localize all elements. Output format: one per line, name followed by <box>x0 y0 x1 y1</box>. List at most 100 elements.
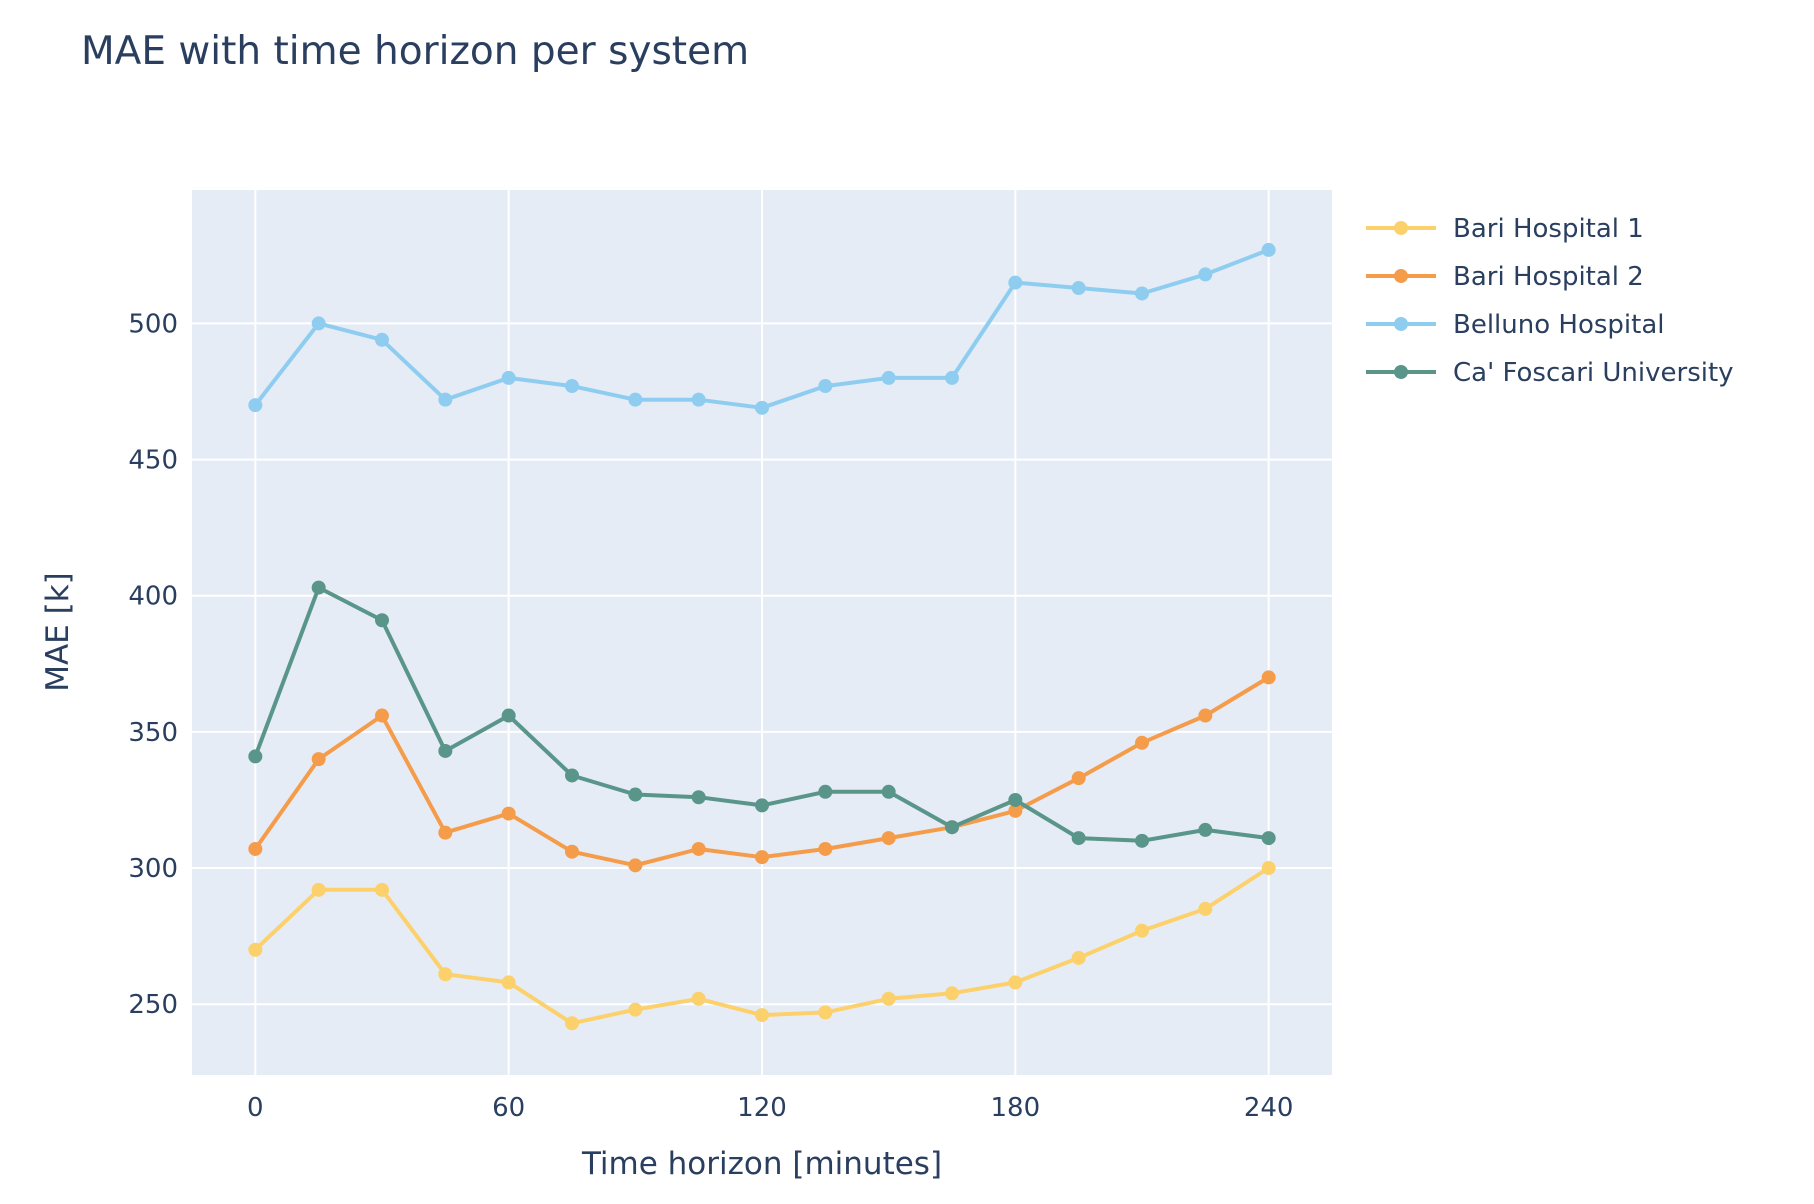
legend-label: Belluno Hospital <box>1453 310 1665 340</box>
data-point <box>881 370 896 385</box>
legend[interactable]: Bari Hospital 1 Bari Hospital 2 Belluno Ho… <box>1366 214 1734 388</box>
data-point <box>1261 831 1276 846</box>
data-point <box>1071 831 1086 846</box>
x-tick-label: 240 <box>1244 1093 1294 1123</box>
legend-label: Bari Hospital 1 <box>1453 214 1644 244</box>
data-point <box>438 392 453 407</box>
x-tick-label: 180 <box>991 1093 1041 1123</box>
x-tick-label: 60 <box>492 1093 525 1123</box>
grid-lines <box>192 190 1332 1075</box>
data-point <box>818 1005 833 1020</box>
data-point <box>1008 975 1023 990</box>
data-point <box>1261 861 1276 876</box>
y-tick-label: 500 <box>128 309 178 339</box>
legend-item[interactable]: Bari Hospital 1 <box>1366 214 1644 244</box>
data-point <box>248 398 263 413</box>
x-tick-label: 120 <box>737 1093 787 1123</box>
data-point <box>1008 275 1023 290</box>
y-tick-label: 450 <box>128 446 178 476</box>
legend-label: Ca' Foscari University <box>1453 358 1734 388</box>
data-point <box>1198 267 1213 282</box>
data-point <box>501 975 516 990</box>
data-point <box>311 752 326 767</box>
series-belluno-hospital <box>248 242 1276 415</box>
data-point <box>565 844 579 859</box>
data-point <box>1008 792 1023 807</box>
data-point <box>628 858 643 873</box>
data-point <box>438 967 453 982</box>
data-point <box>311 316 326 331</box>
y-tick-label: 400 <box>128 582 178 612</box>
data-point <box>1135 833 1149 848</box>
data-point <box>501 708 516 723</box>
data-point <box>1071 771 1086 786</box>
data-point <box>1198 822 1213 837</box>
tick-labels: 0 60 120 180 240 250 300 350 400 450 500 <box>128 309 1293 1123</box>
y-axis-title: MAE [k] <box>40 572 76 692</box>
data-point <box>881 784 896 799</box>
data-point <box>1198 901 1213 916</box>
data-point <box>1008 803 1023 818</box>
data-point <box>755 850 769 865</box>
data-point <box>565 1016 579 1031</box>
legend-swatch-marker <box>1394 365 1408 379</box>
data-point <box>1261 242 1276 257</box>
data-point <box>248 749 263 764</box>
data-point <box>565 768 579 783</box>
data-point <box>438 825 453 840</box>
legend-item[interactable]: Ca' Foscari University <box>1366 358 1734 388</box>
data-point <box>691 991 706 1006</box>
data-point <box>945 370 959 385</box>
data-point <box>818 379 833 394</box>
x-tick-label: 0 <box>247 1093 264 1123</box>
data-point <box>1198 708 1213 723</box>
data-point <box>1135 286 1149 301</box>
y-tick-label: 250 <box>128 990 178 1020</box>
legend-swatch-marker <box>1394 221 1408 235</box>
data-point <box>311 882 326 897</box>
data-point <box>691 790 706 805</box>
legend-item[interactable]: Belluno Hospital <box>1366 310 1665 340</box>
data-point <box>311 580 326 595</box>
series-bari-hospital-2 <box>248 670 1276 873</box>
data-point <box>375 613 389 628</box>
data-point <box>375 882 389 897</box>
chart-title: MAE with time horizon per system <box>81 29 749 74</box>
data-point <box>628 787 643 802</box>
data-point <box>628 392 643 407</box>
data-point <box>501 806 516 821</box>
series-ca-foscari-university <box>248 580 1276 848</box>
data-point <box>628 1002 643 1017</box>
data-point <box>818 841 833 856</box>
data-point <box>881 831 896 846</box>
data-point <box>565 379 579 394</box>
data-point <box>248 942 263 957</box>
series-layer <box>248 242 1276 1031</box>
data-point <box>691 392 706 407</box>
data-point <box>1135 735 1149 750</box>
legend-label: Bari Hospital 2 <box>1453 262 1644 292</box>
x-axis-title: Time horizon [minutes] <box>581 1146 942 1182</box>
data-point <box>438 743 453 758</box>
data-point <box>501 370 516 385</box>
data-point <box>1071 950 1086 965</box>
data-point <box>818 784 833 799</box>
data-point <box>755 400 769 415</box>
y-tick-label: 350 <box>128 718 178 748</box>
legend-item[interactable]: Bari Hospital 2 <box>1366 262 1644 292</box>
data-point <box>375 332 389 347</box>
data-point <box>1261 670 1276 685</box>
y-tick-label: 300 <box>128 854 178 884</box>
data-point <box>945 820 959 835</box>
data-point <box>691 841 706 856</box>
data-point <box>755 798 769 813</box>
data-point <box>945 986 959 1001</box>
data-point <box>1071 281 1086 296</box>
data-point <box>375 708 389 723</box>
data-point <box>881 991 896 1006</box>
data-point <box>1135 923 1149 938</box>
data-point <box>755 1008 769 1023</box>
legend-swatch-marker <box>1394 269 1408 283</box>
series-bari-hospital-1 <box>248 861 1276 1031</box>
